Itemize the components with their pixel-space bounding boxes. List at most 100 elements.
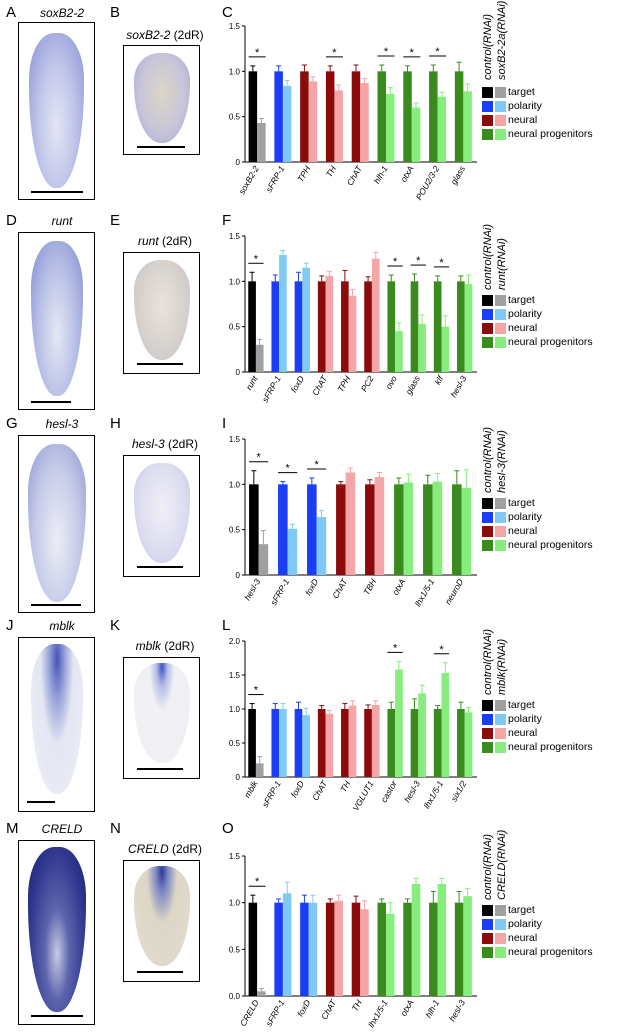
significance-star: * — [393, 642, 398, 654]
y-tick-label: 1.0 — [229, 899, 241, 908]
planarian-2dr-stain — [134, 53, 190, 143]
control-bar — [377, 902, 387, 996]
legend-swatch — [495, 699, 506, 711]
planarian-wholemount-stain — [28, 444, 86, 602]
rnai-bar — [257, 991, 266, 996]
legend-entry: neural — [482, 931, 593, 945]
gene-name-2dr: hesl-3 — [131, 437, 165, 451]
legend-swatch — [482, 100, 493, 112]
control-bar — [410, 709, 419, 777]
legend-swatch — [482, 128, 493, 140]
control-bar — [457, 281, 465, 372]
rnai-bar — [334, 900, 343, 996]
legend-entry: neural progenitors — [482, 335, 593, 349]
legend-swatch — [495, 525, 506, 537]
rnai-bar — [255, 344, 264, 372]
legend-swatch — [482, 699, 493, 711]
bar-chart: 0 0.5 1.0 1.5 2.0 * mblk sFRP-1 foxD ChAT THVGLUT1… — [229, 637, 477, 813]
significance-star: * — [332, 47, 337, 59]
scale-bar — [137, 146, 185, 148]
rnai-bar — [403, 482, 414, 575]
x-tick-label: lhx1/5-1 — [413, 577, 437, 608]
x-tick-label: ovo — [383, 374, 399, 391]
wholemount-image-frame — [18, 22, 95, 200]
x-tick-label: hesl-3 — [402, 779, 422, 804]
legend-label: target — [508, 497, 535, 509]
target-rnai-label: soxB2-2a(RNAi) — [496, 0, 508, 80]
scale-bar — [137, 363, 183, 365]
legend-swatch — [482, 539, 493, 551]
planarian-2dr-stain — [134, 663, 190, 763]
wholemount-image-frame — [18, 435, 95, 613]
planarian-2dr-stain — [134, 463, 190, 563]
scale-bar — [31, 191, 83, 193]
control-bar — [410, 281, 419, 372]
legend-entry: polarity — [482, 712, 593, 726]
y-tick-label: 1.0 — [229, 705, 241, 714]
rnai-bar — [282, 893, 292, 996]
rnai-bar — [418, 693, 426, 777]
control-bar — [248, 71, 258, 162]
significance-star: * — [256, 452, 261, 464]
y-tick-label: 1.0 — [229, 67, 241, 76]
legend-swatch — [482, 525, 493, 537]
x-tick-label: TBH — [361, 576, 379, 596]
rnai-bar — [360, 909, 369, 996]
planarian-wholemount-stain — [31, 644, 83, 794]
legend-swatch — [495, 497, 506, 509]
x-tick-label: soxB2-2 — [237, 164, 261, 196]
rnai-bar — [371, 704, 380, 777]
x-tick-label: foxD — [303, 577, 320, 597]
x-tick-label: PC2 — [359, 374, 376, 394]
legend-label: polarity — [508, 511, 542, 523]
rnai-bar — [325, 275, 334, 372]
wholemount-image-frame — [18, 232, 95, 410]
legend-entry: polarity — [482, 307, 593, 321]
legend-entry: target — [482, 293, 593, 307]
gene-name-2dr: runt — [137, 234, 159, 248]
scale-bar — [31, 401, 71, 403]
figure-row-1: A soxB2-2 B soxB2-2 (2dR) C 0 0.5 1.0 1.5 * s… — [0, 0, 617, 205]
regeneration-suffix: (2dR) — [172, 842, 203, 856]
legend-label: neural progenitors — [508, 128, 593, 140]
control-bar — [457, 709, 465, 777]
legend-swatch — [495, 539, 506, 551]
gene-title-wholemount: runt — [51, 214, 73, 228]
gene-title-wholemount: hesl-3 — [45, 417, 79, 431]
legend-entry: neural — [482, 524, 593, 538]
legend: target polarity neural neural progenitors — [482, 903, 593, 959]
legend-swatch — [482, 946, 493, 958]
rnai-bar — [282, 85, 292, 162]
significance-star: * — [384, 46, 389, 58]
gene-title-2dr: mblk (2dR) — [110, 639, 220, 653]
legend-swatch — [495, 713, 506, 725]
legend-swatch — [482, 904, 493, 916]
rnai-bar — [316, 516, 327, 575]
rnai-bar — [308, 902, 318, 996]
x-tick-label: hlh-1 — [372, 164, 390, 186]
significance-star: * — [255, 876, 260, 888]
gene-title-wholemount: soxB2-2 — [39, 6, 85, 20]
legend-swatch — [482, 511, 493, 523]
control-bar — [271, 281, 280, 372]
legend-swatch — [482, 918, 493, 930]
significance-star: * — [314, 459, 319, 471]
x-tick-label: otxA — [390, 577, 407, 597]
rnai-bar — [348, 705, 357, 777]
target-rnai-label: hesl-3(RNAi) — [496, 430, 508, 493]
significance-star: * — [285, 463, 290, 475]
x-tick-label: sFRP-1 — [268, 577, 291, 607]
significance-star: * — [439, 257, 444, 269]
control-rnai-label: control(RNAi) — [482, 426, 494, 493]
gene-name-2dr: CRELD — [127, 842, 169, 856]
panel-label-m: M — [6, 820, 19, 837]
legend-label: target — [508, 904, 535, 916]
control-bar — [300, 71, 309, 162]
legend: target polarity neural neural progenitors — [482, 293, 593, 349]
panel-label-o: O — [222, 820, 234, 837]
legend-swatch — [495, 918, 506, 930]
rnai-bar — [464, 712, 473, 777]
control-bar — [454, 71, 464, 162]
y-tick-label: 1.5 — [229, 852, 241, 861]
panel-label-h: H — [110, 415, 121, 432]
